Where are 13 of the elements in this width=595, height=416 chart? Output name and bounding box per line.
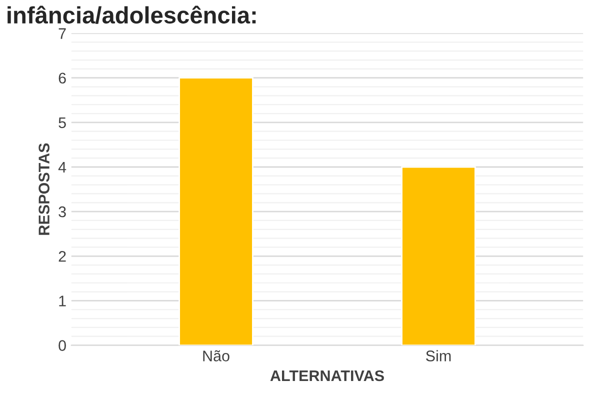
x-axis-title: ALTERNATIVAS — [270, 370, 384, 382]
y-tick-label: 3 — [58, 206, 66, 218]
y-tick-label: 1 — [59, 296, 66, 306]
y-tick-label: 0 — [58, 340, 66, 351]
y-tick-label: 5 — [58, 117, 66, 128]
y-axis-title: RESPOSTAS — [38, 143, 50, 235]
x-tick-label: Sim — [426, 350, 451, 362]
y-tick-label: 6 — [58, 72, 66, 84]
y-tick-label: 2 — [58, 251, 66, 262]
x-tick-label: Não — [203, 350, 230, 362]
y-tick-label: 4 — [58, 162, 66, 173]
chart-title: infância/adolescência: — [8, 6, 256, 24]
y-tick-label: 7 — [58, 28, 66, 39]
